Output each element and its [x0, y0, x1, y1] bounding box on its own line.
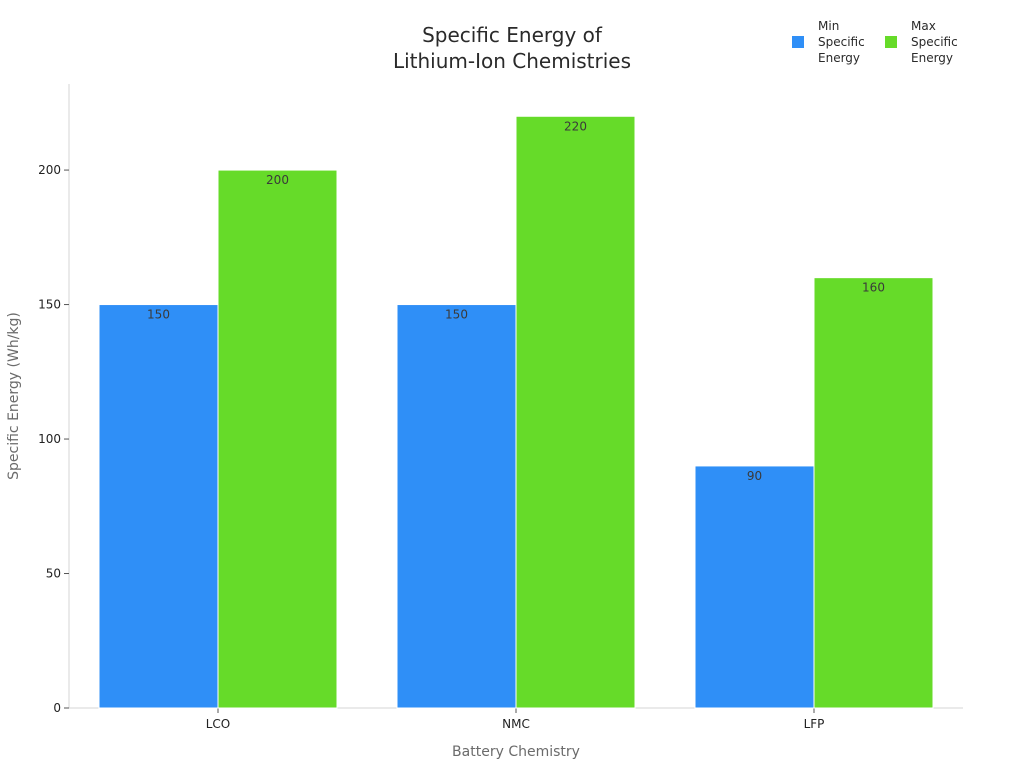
y-tick-label: 150	[38, 298, 61, 312]
y-tick-label: 100	[38, 432, 61, 446]
data-labels: 150 200 150 220 90 160	[147, 119, 885, 483]
y-tick-label: 0	[53, 701, 61, 715]
bar-lfp-max	[813, 277, 934, 709]
bar-lfp-min	[694, 465, 815, 709]
data-label-nmc-max: 220	[564, 119, 587, 133]
data-label-lfp-max: 160	[862, 281, 885, 295]
x-tick-label-lco: LCO	[206, 717, 231, 731]
legend-swatch	[792, 36, 804, 48]
y-tick-label: 50	[46, 567, 61, 581]
legend-label: Specific	[818, 35, 865, 49]
y-tick-label: 200	[38, 163, 61, 177]
bar-nmc-min	[396, 304, 517, 709]
legend-label: Energy	[818, 51, 860, 65]
x-tick-label-nmc: NMC	[502, 717, 530, 731]
data-label-lfp-min: 90	[747, 469, 762, 483]
bars	[98, 115, 934, 709]
x-tick-label-lfp: LFP	[804, 717, 825, 731]
data-label-lco-min: 150	[147, 308, 170, 322]
legend-label: Energy	[911, 51, 953, 65]
x-axis-title: Battery Chemistry	[452, 744, 580, 760]
chart-title-line: Specific Energy of	[422, 23, 603, 47]
legend: Min Specific Energy Max Specific Energy	[792, 19, 958, 65]
bar-lco-min	[98, 304, 219, 709]
bar-lco-max	[217, 169, 338, 709]
legend-label: Min	[818, 19, 839, 33]
legend-item-max: Max Specific Energy	[885, 19, 958, 65]
legend-swatch	[885, 36, 897, 48]
legend-label: Max	[911, 19, 936, 33]
y-axis-title: Specific Energy (Wh/kg)	[6, 312, 22, 480]
bar-nmc-max	[515, 115, 636, 709]
data-label-lco-max: 200	[266, 173, 289, 187]
legend-item-min: Min Specific Energy	[792, 19, 865, 65]
chart-title-line: Lithium-Ion Chemistries	[393, 49, 631, 73]
data-label-nmc-min: 150	[445, 308, 468, 322]
legend-label: Specific	[911, 35, 958, 49]
